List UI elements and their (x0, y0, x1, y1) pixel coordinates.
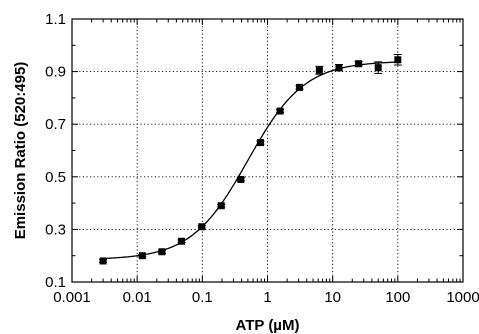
x-axis-title: ATP (µM) (236, 317, 300, 334)
y-tick-label: 0.5 (45, 169, 66, 186)
data-point (237, 175, 245, 183)
x-tick-label: 1000 (446, 289, 479, 306)
data-point (99, 257, 107, 265)
data-point (276, 107, 284, 115)
data-point (394, 56, 402, 64)
y-tick-label: 0.9 (45, 64, 66, 81)
y-tick-labels: 0.1 0.3 0.5 0.7 0.9 1.1 (45, 11, 66, 291)
data-point (198, 223, 206, 231)
grid-layer (72, 19, 463, 282)
x-tick-label: 1 (263, 289, 271, 306)
data-points (99, 54, 402, 265)
x-tick-label: 0.1 (192, 289, 213, 306)
data-point (315, 66, 323, 74)
data-point (178, 237, 186, 245)
x-tick-label: 0.001 (53, 289, 91, 306)
y-axis-title: Emission Ratio (520:495) (12, 62, 29, 240)
x-tick-label: 0.01 (123, 289, 152, 306)
data-point (158, 248, 166, 256)
x-tick-label: 100 (385, 289, 410, 306)
data-point (335, 64, 343, 72)
x-tick-label: 10 (324, 289, 341, 306)
data-point (355, 60, 363, 68)
data-point (138, 252, 146, 260)
fit-curve (103, 61, 398, 260)
data-point (296, 83, 304, 91)
y-tick-label: 0.7 (45, 116, 66, 133)
y-tick-label: 0.3 (45, 221, 66, 238)
y-tick-label: 1.1 (45, 11, 66, 28)
y-tick-label: 0.1 (45, 274, 66, 291)
data-point (256, 139, 264, 147)
data-point (374, 64, 382, 72)
x-tick-labels: 0.001 0.01 0.1 1 10 100 1000 (53, 289, 479, 306)
ticks-layer (71, 18, 464, 283)
data-point (217, 202, 225, 210)
